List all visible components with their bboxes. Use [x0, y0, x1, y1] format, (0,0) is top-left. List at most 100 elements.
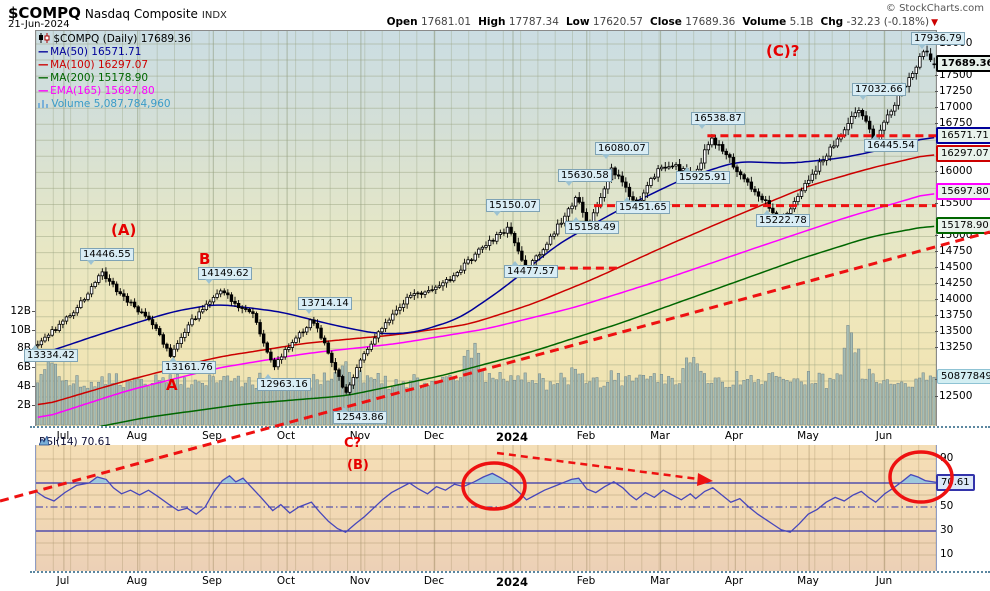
price-callout: 13714.14 [298, 297, 352, 314]
rsi-value-box: 70.61 [936, 474, 975, 491]
legend-overlay-text: MA(50) 16571.71 [50, 46, 142, 58]
legend-overlay-item: — MA(100) 16297.07 [38, 59, 191, 72]
price-callout: 15158.49 [565, 217, 619, 234]
volume-axis-tick: 10B [4, 325, 35, 336]
volume-axis-tick: 4B [4, 381, 35, 392]
price-callout: 15222.78 [756, 210, 810, 227]
rsi-panel[interactable]: RSI(14) 70.61 [35, 433, 937, 572]
x-axis-month: Oct [276, 430, 296, 442]
chart-date: 21-Jun-2024 [8, 19, 70, 30]
price-callout: 15451.65 [616, 197, 670, 214]
x-axis-month: Jun [875, 430, 893, 442]
x-axis-month: Aug [126, 430, 148, 442]
quote-label: High [478, 16, 506, 28]
legend-overlay-item: — MA(200) 15178.90 [38, 72, 191, 85]
x-axis-month: Dec [423, 575, 445, 587]
axis-value-box: 16571.71 [936, 127, 990, 144]
exchange-label: INDX [201, 10, 227, 21]
volume-axis-tick: 2B [4, 400, 35, 411]
x-axis-month: May [797, 575, 819, 587]
quote-value: 17689.36 [681, 16, 736, 28]
y-axis-tick: 13250 [934, 341, 973, 353]
elliott-wave-label: (A) [111, 221, 137, 239]
rsi-axis-tick: 30 [940, 524, 954, 536]
y-axis-tick: 17250 [934, 85, 973, 97]
symbol-name: Nasdaq Composite [84, 7, 198, 21]
price-callout: 14477.57 [504, 261, 558, 278]
price-callout: 16445.54 [864, 135, 918, 152]
price-callout: 15925.91 [676, 167, 730, 184]
legend-overlay-item: — EMA(165) 15697.80 [38, 85, 191, 98]
volume-value-box: 50877849 [937, 369, 990, 384]
price-callout: 14446.55 [80, 248, 134, 265]
ohlc-quote-bar: Open 17681.01 High 17787.34 Low 17620.57 Cl… [380, 16, 938, 28]
x-axis-month: Nov [349, 575, 371, 587]
y-axis-tick: 12500 [934, 390, 973, 402]
chart-title: $COMPQ Nasdaq Composite INDX [8, 3, 227, 22]
rsi-axis-tick: 50 [940, 500, 954, 512]
y-axis-tick: 14250 [934, 277, 973, 289]
price-callout: 12543.86 [333, 407, 387, 424]
price-callout: 14149.62 [198, 267, 252, 284]
elliott-wave-label: (B) [347, 458, 369, 473]
y-axis-tick: 13500 [934, 325, 973, 337]
x-axis-month: Jul [56, 575, 70, 587]
y-axis-tick: 14500 [934, 261, 973, 273]
symbol-label: $COMPQ [8, 4, 81, 22]
y-axis-tick: 17000 [934, 101, 973, 113]
x-axis-month: 2024 [495, 430, 529, 444]
legend-overlay-text: EMA(165) 15697.80 [50, 85, 155, 97]
rsi-x-axis-strip: Jul Aug Sep Oct Nov Dec 2024 Feb Mar Apr May Jun [30, 571, 990, 591]
y-axis-tick: 17500 [934, 69, 973, 81]
legend-line-swatch: — [38, 72, 51, 84]
rsi-legend: RSI(14) 70.61 [39, 436, 111, 448]
quote-label: Volume [742, 16, 787, 28]
copyright-label: © StockCharts.com [885, 3, 984, 14]
x-axis-month: Jun [875, 575, 893, 587]
elliott-wave-label: B [199, 250, 211, 268]
quote-label: Chg [820, 16, 844, 28]
legend-overlay-item: — MA(50) 16571.71 [38, 46, 191, 59]
y-axis-tick: 14000 [934, 293, 973, 305]
legend-line-swatch: — [38, 85, 51, 97]
y-axis-tick: 16750 [934, 117, 973, 129]
legend-volume-line: Volume 5,087,784,960 [38, 98, 191, 111]
legend-line-swatch: — [38, 59, 51, 71]
volume-bars-icon [38, 100, 48, 108]
quote-value: 17620.57 [589, 16, 643, 28]
rsi-axis-tick: 90 [940, 452, 954, 464]
quote-value: -32.23 (-0.18%) [843, 16, 930, 28]
x-axis-month: Feb [576, 575, 596, 587]
change-down-arrow-icon: ▼ [931, 18, 938, 28]
legend-symbol-line: $COMPQ (Daily) 17689.36 [38, 33, 191, 46]
legend-line-swatch: — [38, 46, 51, 58]
x-axis-month: Apr [724, 575, 744, 587]
volume-axis-tick: 6B [4, 362, 35, 373]
price-callout: 13334.42 [24, 345, 78, 362]
elliott-wave-label: C? [344, 436, 362, 451]
volume-axis-tick: 12B [4, 306, 35, 317]
rsi-canvas [36, 434, 936, 571]
x-axis-month: Aug [126, 575, 148, 587]
axis-value-box: 16297.07 [936, 145, 990, 162]
price-callout: 15150.07 [486, 199, 540, 216]
y-axis-tick: 14750 [934, 245, 973, 257]
quote-value: 17681.01 [417, 16, 472, 28]
legend-symbol-text: $COMPQ (Daily) 17689.36 [53, 33, 191, 45]
price-callout: 15630.58 [558, 169, 612, 186]
rsi-axis-tick: 10 [940, 548, 954, 560]
price-callout: 12963.16 [257, 374, 311, 391]
axis-value-box: 15178.90 [936, 217, 990, 234]
price-callout: 16080.07 [595, 142, 649, 159]
axis-value-box: 15697.80 [936, 183, 990, 200]
x-axis-month: Sep [202, 430, 222, 442]
elliott-wave-label: A [166, 376, 178, 394]
y-axis-tick: 15500 [934, 197, 973, 209]
y-axis-tick: 16000 [934, 165, 973, 177]
price-callout: 16538.87 [691, 112, 745, 129]
x-axis-month: Sep [202, 575, 222, 587]
legend-overlay-text: MA(200) 15178.90 [50, 72, 149, 84]
price-callout: 17936.79 [911, 32, 965, 49]
price-callout: 17032.66 [852, 83, 906, 100]
